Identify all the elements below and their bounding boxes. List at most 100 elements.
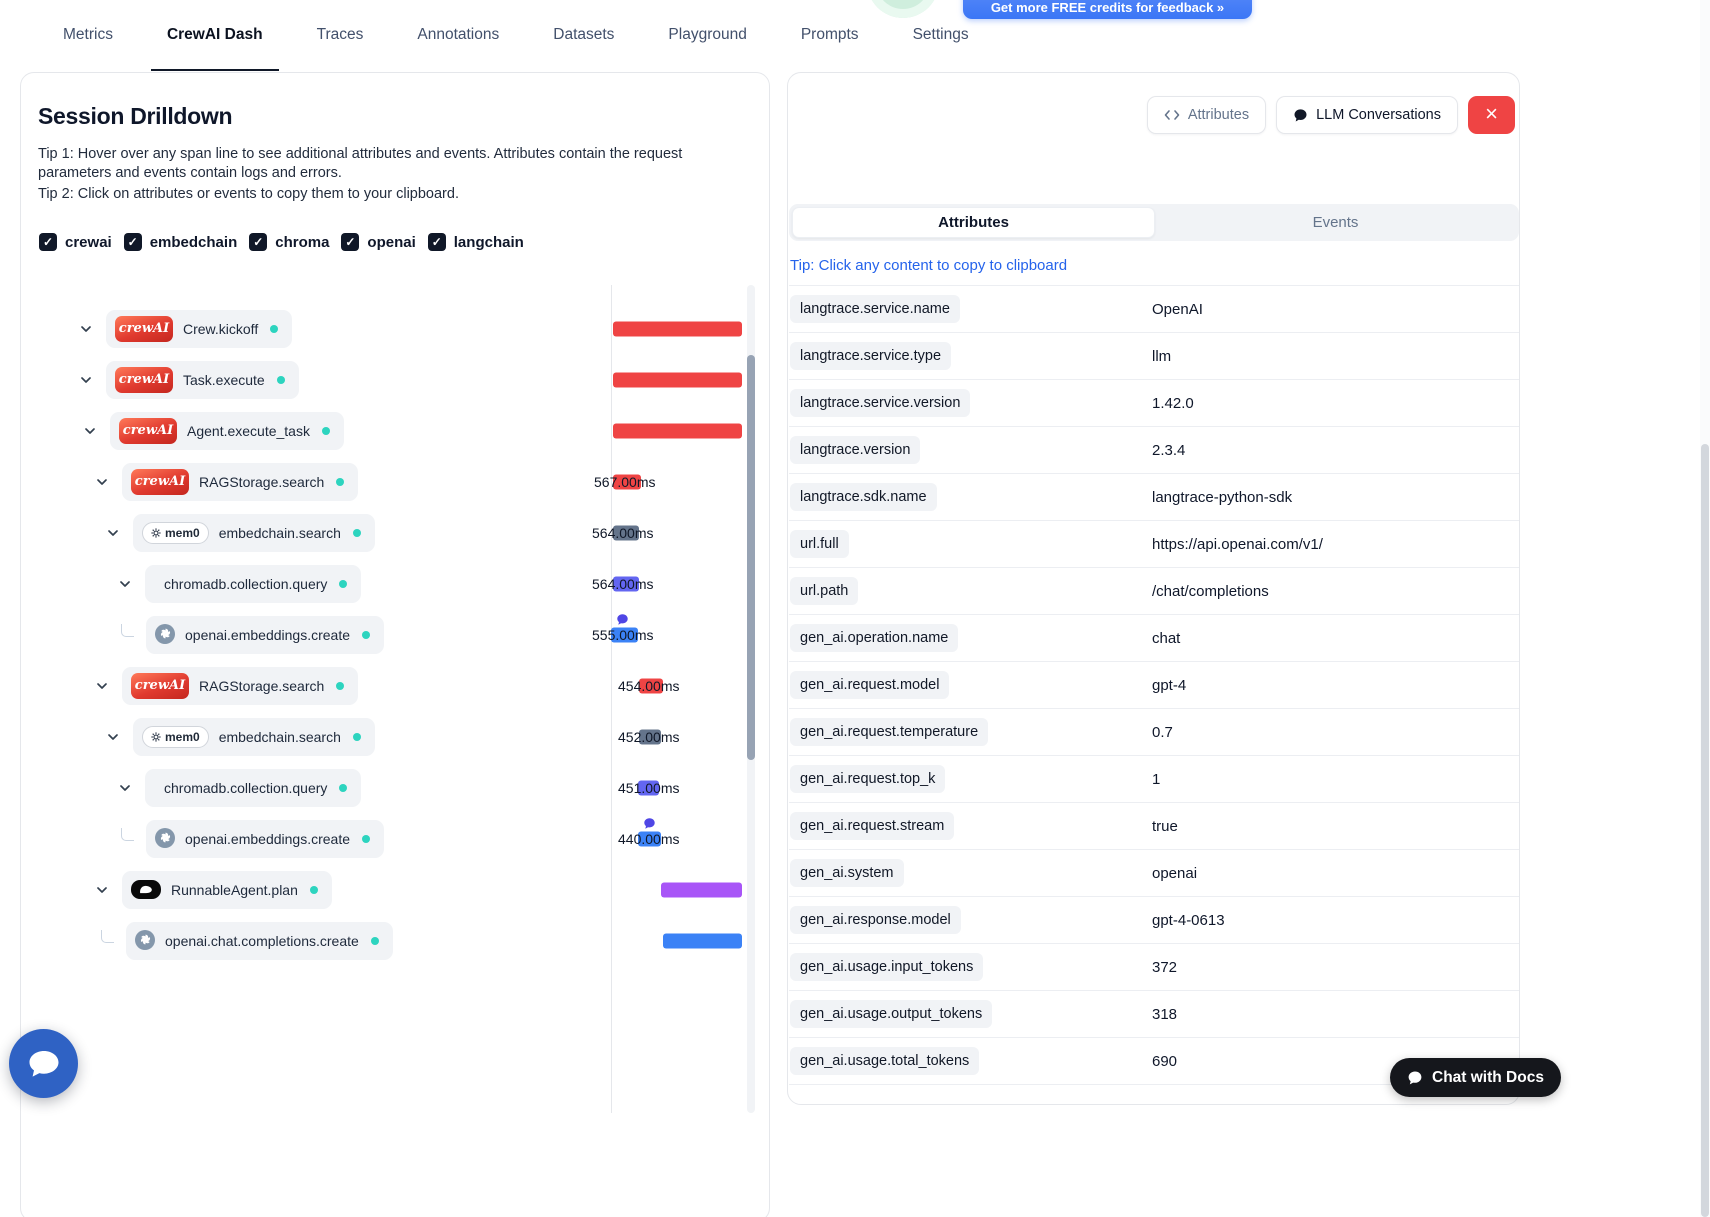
- attribute-key[interactable]: gen_ai.operation.name: [790, 624, 959, 652]
- attribute-value[interactable]: chat: [1152, 629, 1181, 647]
- span-row-runnableagent-plan[interactable]: RunnableAgent.plan: [21, 864, 769, 915]
- chevron-down-icon[interactable]: [94, 678, 110, 694]
- span-bar[interactable]: [613, 474, 641, 489]
- chevron-down-icon[interactable]: [105, 729, 121, 745]
- span-row-crew-kickoff[interactable]: crewAI Crew.kickoff: [21, 303, 769, 354]
- attribute-key[interactable]: gen_ai.request.model: [790, 671, 950, 699]
- chevron-down-icon[interactable]: [94, 882, 110, 898]
- checkbox-checked-icon[interactable]: [341, 233, 360, 251]
- attribute-value[interactable]: 690: [1152, 1052, 1178, 1070]
- attribute-key[interactable]: gen_ai.usage.output_tokens: [790, 1000, 993, 1028]
- attribute-value[interactable]: 318: [1152, 1005, 1178, 1023]
- attribute-key[interactable]: langtrace.version: [790, 436, 921, 464]
- attribute-value[interactable]: https://api.openai.com/v1/: [1152, 535, 1323, 553]
- span-pill[interactable]: mem0 embedchain.search: [133, 513, 375, 552]
- nav-tab-prompts[interactable]: Prompts: [800, 25, 859, 43]
- filter-checkbox-embedchain[interactable]: embedchain: [123, 233, 237, 251]
- chevron-down-icon[interactable]: [78, 321, 94, 337]
- span-row-openai-chat-completions-create[interactable]: openai.chat.completions.create: [21, 915, 769, 966]
- span-bar[interactable]: [613, 372, 742, 387]
- span-bar[interactable]: [613, 321, 742, 336]
- chevron-down-icon[interactable]: [105, 525, 121, 541]
- chevron-down-icon[interactable]: [78, 372, 94, 388]
- span-row-ragstorage-search[interactable]: crewAI RAGStorage.search 567.00ms: [21, 456, 769, 507]
- attribute-value[interactable]: 1: [1152, 770, 1161, 788]
- span-row-embedchain-search[interactable]: mem0 embedchain.search 452.00ms: [21, 711, 769, 762]
- attribute-value[interactable]: 1.42.0: [1152, 394, 1194, 412]
- span-pill[interactable]: openai.embeddings.create: [146, 819, 385, 858]
- chevron-down-icon[interactable]: [82, 423, 98, 439]
- nav-tab-metrics[interactable]: Metrics: [63, 25, 113, 43]
- span-bar[interactable]: [613, 525, 639, 540]
- span-bar[interactable]: [639, 678, 663, 693]
- checkbox-checked-icon[interactable]: [123, 233, 142, 251]
- span-bar[interactable]: [638, 831, 661, 846]
- nav-tab-traces[interactable]: Traces: [316, 25, 364, 43]
- attribute-value[interactable]: gpt-4-0613: [1152, 911, 1225, 929]
- attribute-value[interactable]: true: [1152, 817, 1178, 835]
- checkbox-checked-icon[interactable]: [249, 233, 268, 251]
- span-pill[interactable]: chromadb.collection.query: [145, 768, 362, 807]
- span-bar[interactable]: [663, 933, 742, 948]
- attributes-button[interactable]: Attributes: [1146, 96, 1267, 134]
- span-row-chromadb-collection-query[interactable]: chromadb.collection.query 451.00ms: [21, 762, 769, 813]
- attribute-key[interactable]: url.path: [790, 577, 859, 605]
- attribute-key[interactable]: gen_ai.request.top_k: [790, 765, 946, 793]
- span-bar[interactable]: [613, 423, 742, 438]
- attribute-key[interactable]: gen_ai.request.temperature: [790, 718, 989, 746]
- attribute-value[interactable]: openai: [1152, 864, 1198, 882]
- filter-checkbox-langchain[interactable]: langchain: [427, 233, 524, 251]
- span-row-embedchain-search[interactable]: mem0 embedchain.search 564.00ms: [21, 507, 769, 558]
- span-row-agent-execute-task[interactable]: crewAI Agent.execute_task: [21, 405, 769, 456]
- span-pill[interactable]: crewAI RAGStorage.search: [122, 666, 359, 705]
- span-pill[interactable]: crewAI Crew.kickoff: [106, 309, 293, 348]
- span-pill[interactable]: RunnableAgent.plan: [122, 870, 332, 909]
- attribute-key[interactable]: gen_ai.response.model: [790, 906, 961, 934]
- tab-attributes[interactable]: Attributes: [792, 207, 1155, 238]
- attribute-key[interactable]: langtrace.sdk.name: [790, 483, 937, 511]
- span-pill[interactable]: openai.chat.completions.create: [126, 921, 393, 960]
- filter-checkbox-crewai[interactable]: crewai: [39, 233, 112, 251]
- nav-tab-annotations[interactable]: Annotations: [417, 25, 500, 43]
- span-bar[interactable]: [638, 780, 659, 795]
- attribute-value[interactable]: 2.3.4: [1152, 441, 1186, 459]
- checkbox-checked-icon[interactable]: [427, 233, 446, 251]
- filter-checkbox-openai[interactable]: openai: [341, 233, 416, 251]
- chevron-down-icon[interactable]: [117, 576, 133, 592]
- attribute-key[interactable]: url.full: [790, 530, 849, 558]
- span-bar[interactable]: [661, 882, 742, 897]
- tree-scrollbar-thumb[interactable]: [747, 355, 755, 760]
- attribute-value[interactable]: /chat/completions: [1152, 582, 1269, 600]
- nav-tab-playground[interactable]: Playground: [668, 25, 747, 43]
- chat-with-docs-button[interactable]: Chat with Docs: [1390, 1058, 1561, 1097]
- span-pill[interactable]: crewAI Agent.execute_task: [110, 411, 344, 450]
- chevron-down-icon[interactable]: [117, 780, 133, 796]
- tab-events[interactable]: Events: [1312, 214, 1359, 231]
- attribute-value[interactable]: langtrace-python-sdk: [1152, 488, 1293, 506]
- chat-widget-button[interactable]: [9, 1029, 78, 1098]
- attribute-value[interactable]: llm: [1152, 347, 1172, 365]
- span-pill[interactable]: crewAI RAGStorage.search: [122, 462, 359, 501]
- nav-tab-datasets[interactable]: Datasets: [553, 25, 615, 43]
- span-row-task-execute[interactable]: crewAI Task.execute: [21, 354, 769, 405]
- attribute-value[interactable]: gpt-4: [1152, 676, 1187, 694]
- attribute-key[interactable]: gen_ai.system: [790, 859, 904, 887]
- llm-conversations-button[interactable]: LLM Conversations: [1276, 96, 1458, 134]
- span-row-chromadb-collection-query[interactable]: chromadb.collection.query 564.00ms: [21, 558, 769, 609]
- span-bar[interactable]: [611, 627, 638, 642]
- span-pill[interactable]: crewAI Task.execute: [106, 360, 299, 399]
- chevron-down-icon[interactable]: [94, 474, 110, 490]
- attribute-value[interactable]: 372: [1152, 958, 1178, 976]
- span-row-ragstorage-search[interactable]: crewAI RAGStorage.search 454.00ms: [21, 660, 769, 711]
- filter-checkbox-chroma[interactable]: chroma: [249, 233, 329, 251]
- attribute-key[interactable]: langtrace.service.version: [790, 389, 971, 417]
- nav-tab-crewai-dash[interactable]: CrewAI Dash: [150, 0, 279, 71]
- span-pill[interactable]: mem0 embedchain.search: [133, 717, 375, 756]
- attribute-key[interactable]: langtrace.service.name: [790, 295, 960, 323]
- attribute-key[interactable]: langtrace.service.type: [790, 342, 952, 370]
- checkbox-checked-icon[interactable]: [39, 233, 57, 251]
- span-pill[interactable]: openai.embeddings.create: [146, 615, 385, 654]
- page-scrollbar-thumb[interactable]: [1701, 444, 1709, 1217]
- span-bar[interactable]: [613, 576, 639, 591]
- span-row-openai-embeddings-create[interactable]: openai.embeddings.create 555.00ms: [21, 609, 769, 660]
